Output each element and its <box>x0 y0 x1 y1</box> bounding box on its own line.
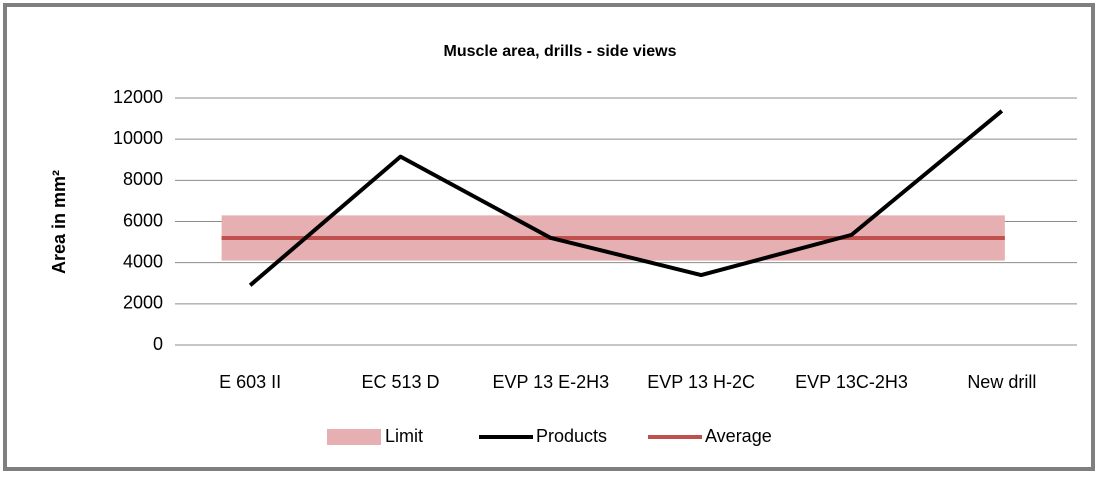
legend-swatch <box>327 429 381 445</box>
y-tick-label: 6000 <box>123 210 163 230</box>
legend-label: Limit <box>385 426 423 446</box>
y-tick-label: 2000 <box>123 293 163 313</box>
x-tick-label: EC 513 D <box>361 372 439 392</box>
line-series <box>248 109 1004 287</box>
y-tick-label: 10000 <box>113 128 163 148</box>
chart-title: Muscle area, drills - side views <box>444 43 677 60</box>
legend-label: Average <box>705 426 772 446</box>
legend-label: Products <box>536 426 607 446</box>
y-tick-label: 0 <box>153 334 163 354</box>
y-tick-label: 12000 <box>113 87 163 107</box>
x-tick-label: EVP 13 H-2C <box>647 372 755 392</box>
y-tick-label: 8000 <box>123 169 163 189</box>
x-tick-label: EVP 13C-2H3 <box>795 372 908 392</box>
y-axis-title: Area in mm² <box>49 170 69 274</box>
y-tick-label: 4000 <box>123 251 163 271</box>
x-tick-label: E 603 II <box>219 372 281 392</box>
x-tick-label: EVP 13 E-2H3 <box>492 372 609 392</box>
x-tick-label: New drill <box>967 372 1036 392</box>
frame <box>3 3 1095 471</box>
